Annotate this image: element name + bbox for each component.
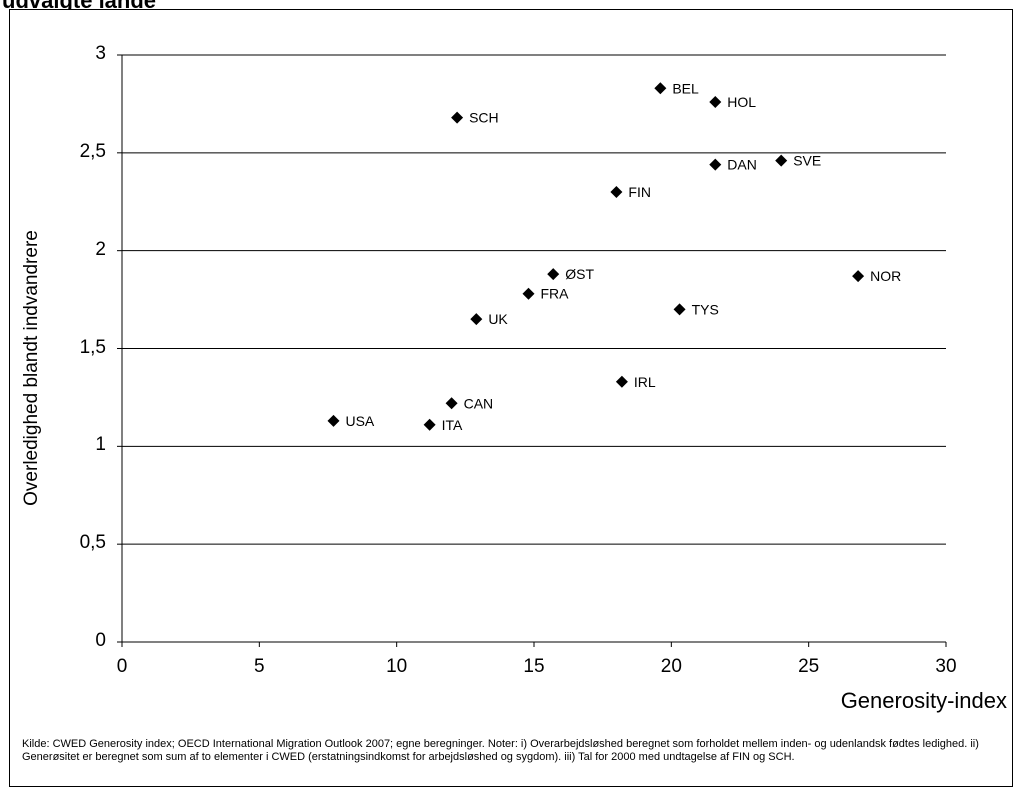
data-point-bel (654, 82, 667, 95)
source-footnote: Kilde: CWED Generosity index; OECD Inter… (22, 738, 979, 763)
x-tick-label: 15 (523, 656, 545, 677)
y-tick-label: 2 (95, 238, 106, 260)
data-label-dan: DAN (727, 157, 757, 173)
x-tick-label: 5 (254, 656, 265, 677)
y-tick-label: 1 (95, 434, 106, 456)
x-tick-label: 30 (935, 656, 957, 677)
y-tick-label: 3 (95, 43, 106, 64)
y-tick-label: 0,5 (79, 532, 106, 554)
data-point-fin (610, 185, 623, 198)
y-axis-label: Overledighed blandt indvandrere (21, 230, 42, 506)
data-point-nor (852, 270, 865, 283)
data-label-uk: UK (488, 311, 508, 327)
y-tick-label: 1,5 (79, 336, 106, 358)
data-point-hol (709, 95, 722, 108)
data-point-uk (470, 313, 483, 326)
data-point-tys (673, 303, 686, 316)
data-point-sve (775, 154, 788, 167)
data-label-usa: USA (345, 413, 374, 429)
data-point-sch (451, 111, 464, 124)
data-label-ita: ITA (442, 417, 463, 433)
x-axis-label: Generosity-index (840, 688, 1007, 713)
data-label-hol: HOL (727, 94, 756, 110)
data-point-irl (615, 375, 628, 388)
x-tick-label: 10 (386, 656, 408, 677)
data-label-fra: FRA (541, 286, 570, 302)
chart-frame (9, 9, 1013, 787)
y-tick-label: 2,5 (79, 140, 106, 162)
data-label-sch: SCH (469, 110, 499, 126)
data-point-dan (709, 158, 722, 171)
data-point-can (445, 397, 458, 410)
data-label-bel: BEL (672, 80, 699, 96)
data-point-usa (327, 414, 340, 427)
data-label-øst: ØST (565, 266, 594, 282)
x-tick-label: 25 (798, 656, 820, 677)
data-label-tys: TYS (692, 301, 719, 317)
data-label-nor: NOR (870, 268, 901, 284)
data-label-fin: FIN (628, 184, 651, 200)
x-tick-label: 0 (116, 656, 128, 677)
data-point-ita (423, 418, 436, 431)
data-label-sve: SVE (793, 153, 821, 169)
data-point-fra (522, 287, 535, 300)
data-label-irl: IRL (634, 374, 656, 390)
data-label-can: CAN (464, 395, 494, 411)
x-tick-label: 20 (660, 656, 682, 677)
data-point-øst (547, 268, 560, 281)
y-tick-label: 0 (95, 630, 106, 651)
